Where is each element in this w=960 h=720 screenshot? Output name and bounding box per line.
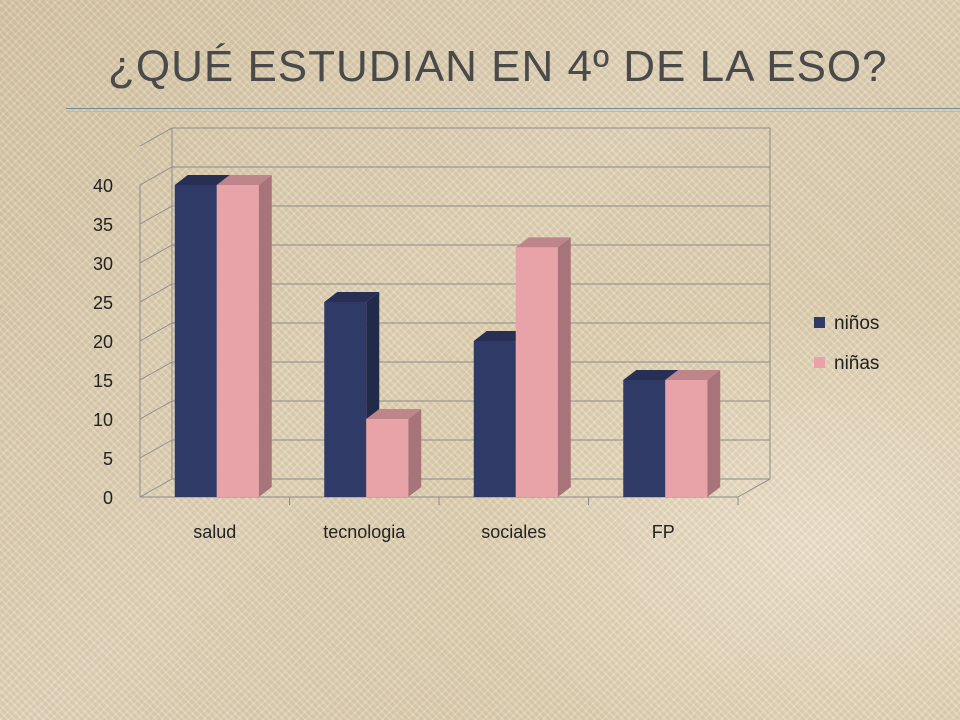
gridline-side: [139, 244, 173, 264]
x-tick-label: sociales: [481, 522, 546, 542]
x-tick-label: FP: [652, 522, 675, 542]
bar-niñas-salud: [216, 185, 259, 497]
y-tick-label: 30: [93, 254, 113, 274]
legend-label: niños: [834, 313, 879, 334]
gridline-side: [139, 205, 173, 225]
y-tick-label: 10: [93, 410, 113, 430]
bar-side: [707, 370, 721, 497]
bar-niñas-FP: [665, 380, 708, 497]
gridline-side: [139, 127, 173, 147]
bar-side: [408, 409, 422, 497]
y-tick-label: 20: [93, 332, 113, 352]
bar-niños-salud: [174, 185, 217, 497]
legend-swatch: [814, 357, 825, 368]
y-tick-label: 25: [93, 293, 113, 313]
y-tick-label: 0: [103, 488, 113, 508]
legend-swatch: [814, 317, 825, 328]
bar-top: [216, 175, 272, 185]
gridline-side: [139, 322, 173, 342]
gridline-side: [139, 166, 173, 186]
bar-niños-tecnologia: [324, 302, 367, 497]
bar-top: [515, 237, 571, 248]
x-tick-label: salud: [193, 522, 236, 542]
y-tick-label: 35: [93, 215, 113, 235]
gridline-side: [139, 361, 173, 381]
bar-top: [473, 331, 529, 341]
bar-top: [324, 292, 380, 302]
gridline-side: [139, 283, 173, 303]
y-tick-label: 15: [93, 371, 113, 391]
y-tick-label: 40: [93, 176, 113, 196]
bar-top: [366, 409, 422, 419]
bar-niñas-sociales: [515, 247, 558, 497]
bar-top: [665, 370, 721, 380]
slide-title: ¿QUÉ ESTUDIAN EN 4º DE LA ESO?: [108, 42, 888, 91]
title-underline-light: [66, 111, 960, 112]
title-underline: [66, 108, 960, 109]
floor-side-edge: [737, 478, 771, 498]
bar-top: [174, 175, 230, 185]
bar-niños-sociales: [473, 341, 516, 497]
y-tick-label: 5: [103, 449, 113, 469]
gridline-side: [139, 439, 173, 459]
gridline-side: [139, 400, 173, 420]
gridline-side: [139, 478, 173, 498]
x-tick-label: tecnologia: [323, 522, 406, 542]
bar-side: [557, 237, 571, 497]
bar-niños-FP: [623, 380, 666, 497]
legend-label: niñas: [834, 353, 879, 374]
bar-top: [623, 370, 679, 380]
bar-niñas-tecnologia: [366, 419, 409, 497]
bar-side: [258, 175, 272, 497]
